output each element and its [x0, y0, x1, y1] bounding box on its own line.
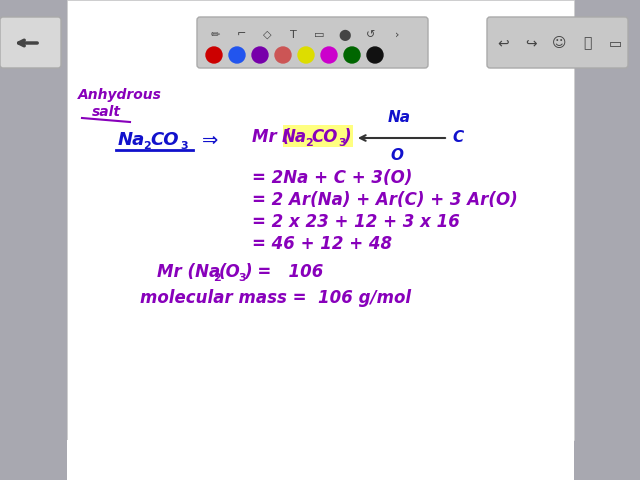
Text: ◇: ◇ — [263, 30, 271, 40]
Text: 3: 3 — [238, 273, 246, 283]
Text: ↪: ↪ — [525, 36, 537, 50]
Text: ⬤: ⬤ — [339, 29, 351, 41]
FancyBboxPatch shape — [283, 125, 353, 147]
Text: 2: 2 — [143, 141, 151, 151]
Text: ›: › — [395, 30, 399, 40]
Text: Anhydrous: Anhydrous — [78, 88, 162, 102]
Circle shape — [252, 47, 268, 63]
Text: CO: CO — [150, 131, 179, 149]
Bar — [67, 440, 574, 480]
Text: ↺: ↺ — [366, 30, 376, 40]
Text: Mr (: Mr ( — [252, 128, 290, 146]
Text: (O: (O — [219, 263, 241, 281]
Text: Na: Na — [282, 128, 307, 146]
Text: ↩: ↩ — [497, 36, 509, 50]
Text: CO: CO — [311, 128, 337, 146]
Text: T: T — [290, 30, 296, 40]
Bar — [67, 0, 574, 440]
Circle shape — [275, 47, 291, 63]
Circle shape — [321, 47, 337, 63]
Text: ☺: ☺ — [552, 36, 566, 50]
Text: 3: 3 — [180, 141, 188, 151]
Text: ✏: ✏ — [211, 30, 220, 40]
Text: ▭: ▭ — [609, 36, 621, 50]
Text: ⌐: ⌐ — [236, 30, 246, 40]
Text: 3: 3 — [338, 138, 346, 148]
Text: O: O — [390, 147, 403, 163]
Text: 2: 2 — [213, 273, 221, 283]
Text: ▭: ▭ — [314, 30, 324, 40]
Text: Na: Na — [388, 110, 411, 125]
Text: C: C — [452, 131, 463, 145]
Circle shape — [344, 47, 360, 63]
Text: = 2Na + C + 3(O): = 2Na + C + 3(O) — [252, 169, 412, 187]
Text: ⬜: ⬜ — [583, 36, 591, 50]
Text: ): ) — [343, 128, 351, 146]
Text: ⇒: ⇒ — [202, 131, 218, 149]
Circle shape — [298, 47, 314, 63]
FancyBboxPatch shape — [197, 17, 428, 68]
FancyBboxPatch shape — [0, 17, 61, 68]
Circle shape — [206, 47, 222, 63]
Text: Na: Na — [118, 131, 145, 149]
Circle shape — [367, 47, 383, 63]
Text: = 46 + 12 + 48: = 46 + 12 + 48 — [252, 235, 392, 253]
Text: salt: salt — [92, 105, 121, 119]
Text: = 2 Ar(Na) + Ar(C) + 3 Ar(O): = 2 Ar(Na) + Ar(C) + 3 Ar(O) — [252, 191, 518, 209]
Text: molecular mass =  106 g/mol: molecular mass = 106 g/mol — [140, 289, 411, 307]
Text: ) =   106: ) = 106 — [244, 263, 323, 281]
Text: = 2 x 23 + 12 + 3 x 16: = 2 x 23 + 12 + 3 x 16 — [252, 213, 460, 231]
FancyBboxPatch shape — [487, 17, 628, 68]
Text: 2: 2 — [305, 138, 313, 148]
Circle shape — [229, 47, 245, 63]
Text: Mr (Na: Mr (Na — [157, 263, 220, 281]
